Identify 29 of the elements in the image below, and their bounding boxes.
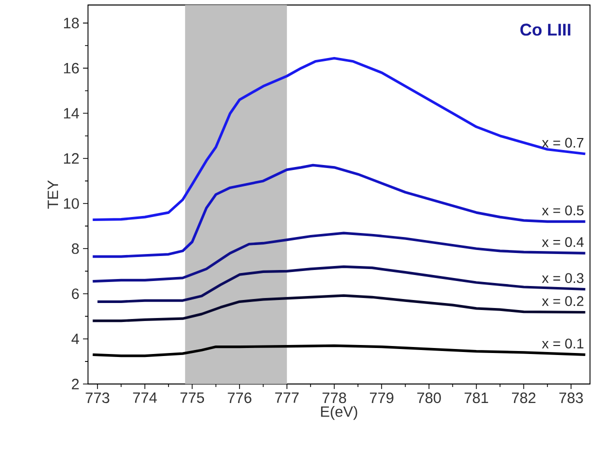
y-tick-label: 16	[64, 62, 79, 74]
y-tick-label: 18	[64, 18, 79, 28]
series-label: x = 0.1	[542, 338, 584, 348]
y-tick-label: 4	[72, 334, 80, 344]
y-tick-label: 8	[72, 243, 79, 254]
x-tick-label: 783	[559, 392, 583, 404]
x-tick-label: 779	[370, 392, 394, 404]
x-tick-label: 774	[133, 392, 157, 403]
series-label: x = 0.7	[542, 138, 584, 148]
series-label: x = 0.2	[542, 296, 584, 306]
series-label: x = 0.4	[542, 237, 584, 247]
text: Co LIII	[520, 24, 570, 36]
y-tick-label: 6	[72, 288, 79, 300]
y-tick-label: 12	[64, 153, 79, 164]
y-tick-label: 2	[72, 378, 79, 390]
x-tick-label: 782	[512, 392, 536, 404]
x-tick-label: 778	[322, 392, 346, 404]
y-axis-title: TEY	[48, 180, 58, 209]
y-tick-label: 14	[64, 108, 80, 118]
x-tick-label: 776	[228, 392, 252, 404]
series-label: x = 0.5	[542, 205, 584, 216]
series-label: x = 0.3	[542, 273, 584, 284]
x-tick-label: 777	[275, 392, 299, 403]
x-tick-label: 773	[86, 392, 110, 404]
x-tick-label: 780	[417, 392, 441, 404]
x-tick-label: 775	[180, 392, 204, 403]
x-axis-title: E(eV)	[321, 406, 358, 420]
y-tick-label: 10	[64, 198, 79, 209]
x-tick-label: 781	[464, 392, 488, 404]
